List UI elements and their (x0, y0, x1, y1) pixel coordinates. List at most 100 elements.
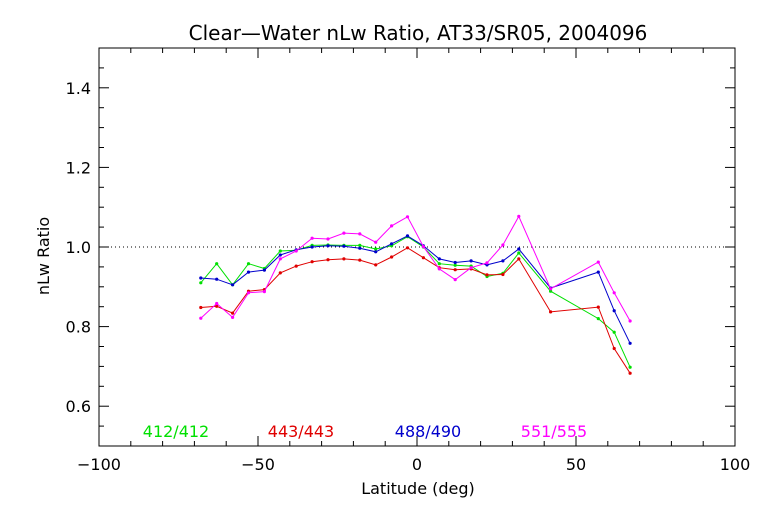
data-point (405, 246, 410, 250)
data-point (390, 255, 394, 259)
series-0 (199, 235, 632, 369)
data-point (596, 305, 600, 309)
x-tick-label: −50 (241, 455, 275, 474)
data-point (517, 251, 521, 255)
data-point (215, 262, 219, 266)
data-point (485, 261, 489, 265)
data-point (612, 309, 616, 313)
data-point (390, 224, 394, 228)
data-point (278, 271, 282, 275)
data-point (549, 287, 553, 291)
data-point (246, 291, 251, 295)
y-tick-label: 0.8 (66, 318, 91, 337)
data-point (485, 273, 489, 277)
data-point (310, 236, 314, 240)
data-point (628, 341, 632, 345)
data-point (628, 319, 632, 323)
data-point (469, 259, 473, 263)
data-point (596, 270, 600, 274)
data-point (469, 266, 473, 270)
y-tick-label: 1.0 (66, 238, 91, 257)
data-point (278, 253, 282, 257)
data-point (612, 346, 616, 351)
data-point (199, 305, 203, 310)
data-point (421, 256, 425, 260)
data-point (199, 276, 203, 280)
legend-entry: 551/555 (521, 422, 587, 441)
data-point (278, 249, 282, 253)
x-tick-label: 100 (720, 455, 751, 474)
series-3 (199, 214, 632, 323)
data-point (215, 304, 219, 308)
data-point (374, 247, 378, 251)
data-point (342, 231, 346, 235)
data-point (262, 290, 266, 294)
data-point (390, 242, 394, 246)
legend-entry: 412/412 (143, 422, 209, 441)
data-point (326, 237, 330, 241)
x-axis-label: Latitude (deg) (361, 479, 475, 498)
data-point (517, 257, 521, 261)
data-point (278, 257, 282, 261)
data-point (199, 316, 203, 320)
data-point (294, 264, 298, 268)
data-point (294, 249, 298, 253)
series-2 (199, 234, 632, 345)
series-layer (199, 214, 632, 375)
x-tick-label: 50 (566, 455, 586, 474)
data-point (246, 270, 251, 274)
data-point (517, 214, 521, 218)
data-point (437, 267, 441, 271)
data-point (215, 301, 219, 306)
x-tick-label: −100 (77, 455, 121, 474)
data-point (453, 278, 457, 282)
y-tick-label: 1.4 (66, 79, 91, 98)
data-point (358, 246, 362, 250)
y-axis-label: nLw Ratio (34, 217, 53, 295)
data-point (596, 317, 600, 321)
data-point (262, 268, 266, 272)
y-tick-label: 1.2 (66, 158, 91, 177)
data-point (358, 243, 362, 247)
data-point (374, 250, 378, 254)
data-point (246, 262, 251, 266)
data-point (453, 268, 457, 272)
data-point (231, 283, 235, 287)
data-point (628, 365, 632, 369)
data-point (421, 245, 425, 249)
data-point (326, 244, 330, 248)
data-point (501, 272, 505, 277)
data-point (628, 371, 632, 375)
data-point (310, 245, 314, 249)
data-point (549, 289, 553, 293)
data-point (374, 240, 378, 244)
data-point (596, 260, 600, 264)
data-point (231, 315, 235, 319)
data-point (437, 262, 441, 266)
data-point (199, 281, 203, 285)
axis-ticks: −100 −50 0 50 100 0.6 0.8 1.0 1.2 1.4 (66, 47, 751, 474)
data-point (231, 311, 235, 315)
data-point (215, 277, 219, 281)
legend-entry: 443/443 (268, 422, 334, 441)
data-point (342, 244, 346, 248)
data-point (405, 215, 410, 219)
data-point (612, 291, 616, 295)
legend: 412/412 443/443 488/490 551/555 (143, 422, 587, 441)
data-point (501, 243, 505, 247)
data-point (612, 330, 616, 334)
x-tick-label: 0 (412, 455, 422, 474)
data-point (517, 247, 521, 251)
data-point (453, 260, 457, 265)
data-point (437, 257, 441, 261)
legend-entry: 488/490 (395, 422, 461, 441)
data-point (374, 263, 378, 267)
data-point (358, 258, 362, 262)
y-tick-label: 0.6 (66, 397, 91, 416)
data-point (310, 260, 314, 264)
chart-title: Clear—Water nLw Ratio, AT33/SR05, 200409… (189, 21, 648, 45)
data-point (405, 234, 410, 238)
data-point (358, 232, 362, 236)
